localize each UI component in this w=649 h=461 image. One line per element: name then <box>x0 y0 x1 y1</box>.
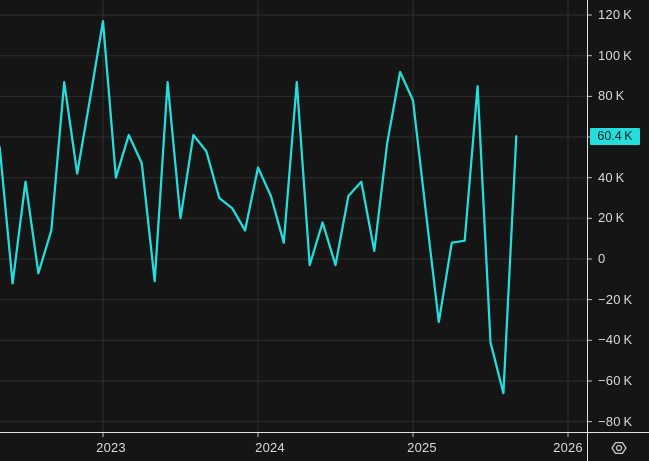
price-scale-label: 0 <box>598 251 606 266</box>
time-scale-label: 2025 <box>407 440 437 455</box>
price-scale-label: −60 K <box>598 373 633 388</box>
price-scale-label: 20 K <box>598 210 625 226</box>
price-scale-label: 120 K <box>598 7 632 22</box>
price-scale-label: 100 K <box>598 47 632 63</box>
time-scale-label: 2023 <box>96 440 126 455</box>
settings-hexagon-icon <box>611 441 627 454</box>
time-scale-label: 2026 <box>553 440 583 455</box>
price-scale-panel[interactable]: 60.4 K 120 K 100 K 80 K 40 K 20 K 0 −20 K −40 K… <box>589 0 649 432</box>
price-line <box>0 19 518 395</box>
scale-settings-button[interactable] <box>589 434 649 461</box>
price-scale-label: 80 K <box>598 88 625 104</box>
time-scale-panel[interactable]: 2023 2024 2025 2026 <box>0 434 587 461</box>
price-scale-label: −40 K <box>598 332 633 348</box>
price-scale-label: −80 K <box>598 413 633 429</box>
price-scale-label: −20 K <box>598 291 633 307</box>
price-scale-label: 40 K <box>598 169 625 185</box>
time-scale-label: 2024 <box>255 440 285 455</box>
last-price-badge: 60.4 K <box>590 127 640 145</box>
